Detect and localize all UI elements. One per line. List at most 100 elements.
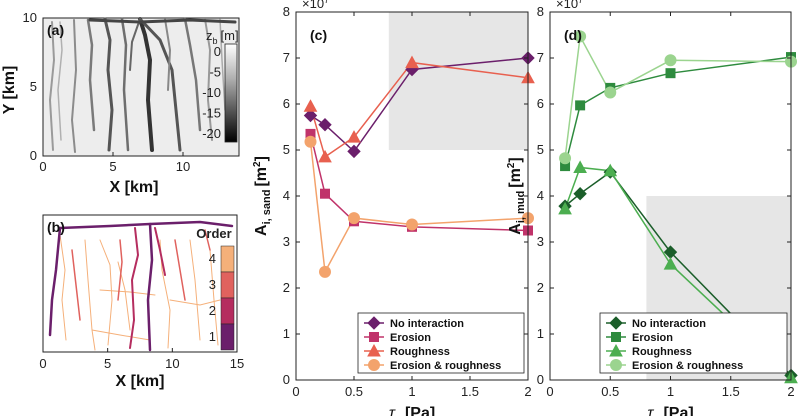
panel-c-data-point — [303, 108, 318, 123]
panel-a-y-ticks: 0 5 10 — [23, 10, 37, 163]
panel-a: zb [m] 0 -5 -10 -15 -20 0 5 10 0 5 10 X [km] Y [k… — [1, 10, 240, 196]
panel-b-order-swatch — [220, 271, 235, 299]
panel-d-legend-label: Erosion — [632, 332, 673, 344]
panel-c-data-point — [406, 218, 418, 231]
panel-c-y-tick-label: 8 — [283, 4, 290, 19]
panel-c-y-tick-label: 2 — [283, 280, 290, 295]
panel-d-legend-marker — [609, 316, 623, 330]
panel-d-data-point — [573, 160, 587, 173]
panel-b-x-ticks: 0 5 10 15 — [39, 348, 244, 371]
panel-d-legend-marker — [611, 332, 621, 342]
panel-c-y-axis-label: Ai, sand[m2] — [252, 156, 273, 236]
panel-b-order-colorbar: 4 3 2 1 — [209, 245, 235, 351]
panel-d-data-point — [603, 163, 618, 177]
panel-c-y-tick-label: 0 — [283, 372, 290, 387]
panel-d-legend-box — [599, 312, 788, 374]
panel-b-order-legend-title: Order — [196, 226, 231, 241]
panel-a-y-axis-label: Y [km] — [1, 66, 18, 115]
panel-d-legend-label: Roughness — [632, 346, 692, 358]
panel-c-legend-box — [357, 312, 525, 374]
panel-d-legend-marker — [610, 359, 622, 371]
panel-a-colorbar — [224, 43, 238, 143]
panel-c-legend-label: No interaction — [390, 318, 464, 330]
panel-c-x-tick-label: 1 — [408, 384, 415, 399]
panel-d-data-point — [573, 186, 587, 201]
panel-c-exponent-label: ×107 — [302, 0, 329, 11]
panel-c-data-point — [348, 212, 360, 225]
panel-a-x-ticks: 0 5 10 — [39, 152, 190, 174]
panel-c-data-point — [405, 55, 419, 69]
panel-d-y-tick-label: 4 — [537, 188, 544, 203]
panel-d-y-tick-label: 1 — [537, 326, 544, 341]
panel-d-y-axis-label: Ai, mud[m2] — [506, 157, 527, 234]
panel-d-x-tick-label: 0.5 — [601, 384, 619, 399]
panel-a-label: (a) — [47, 22, 64, 38]
panel-d-data-point — [663, 257, 678, 270]
panel-b-order-label: 1 — [209, 329, 216, 344]
panel-c-x-tick-label: 0.5 — [345, 384, 363, 399]
panel-b-order-swatch — [220, 245, 235, 273]
panel-c-y-tick-label: 6 — [283, 96, 290, 111]
panel-c-x-tick-label: 1.5 — [461, 384, 479, 399]
panel-d-x-tick-label: 1 — [667, 384, 674, 399]
panel-a-x-tick-label: 5 — [109, 159, 116, 174]
panel-d-y-tick-label: 3 — [537, 234, 544, 249]
panel-b-x-tick-label: 0 — [39, 356, 46, 371]
panel-b-order-label: 2 — [209, 303, 216, 318]
panel-c-legend-marker — [367, 343, 381, 357]
panel-d-exponent-label: ×107 — [556, 0, 583, 11]
panel-d-data-point — [575, 100, 586, 111]
panel-c-legend-label: Erosion & roughness — [390, 360, 501, 372]
panel-a-channel-network — [48, 17, 237, 153]
panel-d-x-tick-label: 2 — [787, 384, 794, 399]
panel-c-y-tick-label: 4 — [283, 188, 290, 203]
panel-a-colorbar-tick-label: -10 — [202, 85, 221, 100]
panel-a-colorbar-tick-label: 0 — [214, 44, 221, 59]
panel-a-colorbar-title: zb [m] — [206, 28, 239, 46]
panel-b-order-label: 3 — [209, 277, 216, 292]
panel-d-y-tick-label: 5 — [537, 142, 544, 157]
panel-a-colorbar-tick-label: -20 — [202, 126, 221, 141]
panel-c-data-point — [304, 135, 317, 148]
panel-a-y-tick-label: 5 — [30, 79, 37, 94]
panel-d-legend: No interaction Erosion Roughness Erosion & … — [599, 312, 788, 374]
panel-a-x-axis-label: X [km] — [110, 179, 159, 196]
panel-c-data-point — [347, 130, 361, 143]
panel-d-y-tick-label: 0 — [537, 372, 544, 387]
panel-c-x-axis-label: τe[Pa] — [389, 405, 435, 416]
panel-d-x-axis-label: τe[Pa] — [647, 405, 693, 416]
panel-a-y-tick-label: 10 — [23, 10, 37, 25]
panel-d-data-point — [574, 30, 587, 43]
panel-a-x-tick-label: 0 — [39, 159, 46, 174]
panel-d-data-point — [604, 86, 617, 99]
panel-c-data-point — [318, 149, 332, 163]
panel-c-y-tick-label: 1 — [283, 326, 290, 341]
panel-b-order-swatch — [220, 297, 235, 325]
panel-c-shaded-region — [388, 12, 528, 150]
panel-b-label: (b) — [47, 219, 65, 235]
panel-c-panel-label: (c) — [310, 27, 327, 43]
panel-d-y-tick-label: 7 — [537, 50, 544, 65]
panel-a-x-tick-label: 10 — [176, 159, 190, 174]
panel-d-x-tick-label: 1.5 — [722, 384, 740, 399]
panel-a-y-tick-label: 0 — [30, 148, 37, 163]
panel-d-legend-label: No interaction — [632, 318, 706, 330]
panel-b-x-tick-label: 5 — [104, 356, 111, 371]
panel-d-x-tick-label: 0 — [546, 384, 553, 399]
panel-a-colorbar-tick-label: -15 — [202, 105, 221, 120]
panel-b: Order 4 3 2 1 0 5 10 15 X [km] (b) — [39, 214, 244, 390]
panel-c-y-tick-label: 7 — [283, 50, 290, 65]
panel-c-data-point — [318, 117, 332, 132]
panel-c-legend-marker — [367, 316, 381, 330]
panel-c-x-tick-label: 2 — [524, 384, 531, 399]
panel-c-legend-marker — [368, 359, 380, 371]
panel-d-data-point — [559, 152, 572, 165]
panel-a-colorbar-ticks: 0 -5 -10 -15 -20 — [202, 44, 221, 141]
panel-c-legend: No interaction Erosion Roughness Erosion & … — [357, 312, 525, 374]
panel-d-panel-label: (d) — [564, 27, 582, 43]
panel-c: 0 0.5 1 1.5 2 0 1 2 3 4 5 6 7 8 ×107 τe[Pa] Ai, sand[m2]… — [252, 0, 535, 416]
panel-b-x-tick-label: 10 — [165, 356, 179, 371]
panel-d-y-tick-label: 2 — [537, 280, 544, 295]
panel-c-legend-label: Erosion — [390, 332, 431, 344]
